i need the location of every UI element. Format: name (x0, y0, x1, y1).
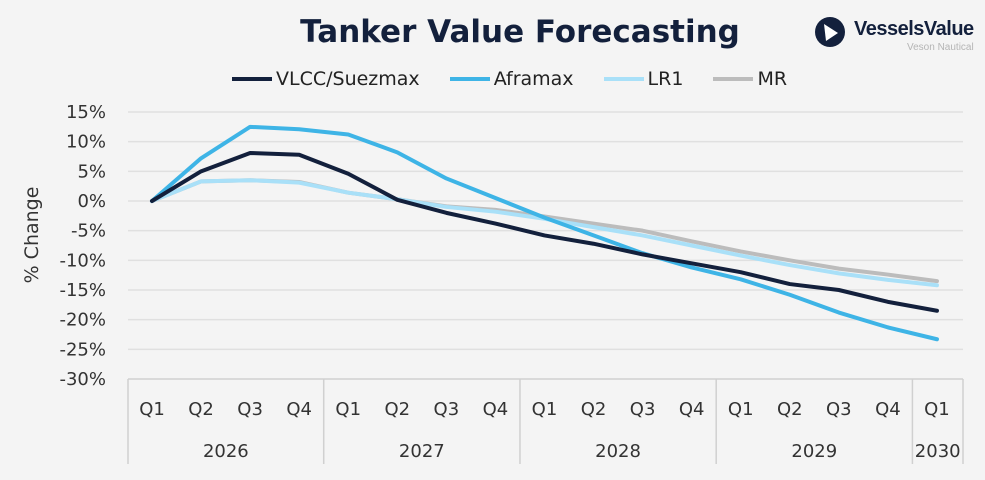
legend-item-lr1: LR1 (603, 68, 684, 90)
legend-label: MR (757, 68, 788, 90)
x-year-label: 2030 (915, 441, 961, 462)
legend-item-vlcc: VLCC/Suezmax (232, 68, 420, 90)
x-tick-label: Q2 (188, 399, 214, 420)
y-tick-label: 15% (66, 102, 106, 123)
legend-swatch (603, 77, 644, 81)
y-tick-label: 5% (77, 161, 106, 182)
series-line-vlcc-suezmax (150, 150, 939, 313)
logo-brand: VesselsValue (854, 18, 974, 40)
legend-item-aframax: Aframax (449, 68, 574, 90)
logo: VesselsValue Veson Nautical (814, 16, 974, 57)
legend-swatch (713, 77, 754, 81)
x-tick-label: Q4 (286, 399, 312, 420)
x-year-label: 2028 (595, 441, 641, 462)
y-tick-label: -30% (59, 369, 106, 390)
x-tick-label: Q1 (728, 399, 754, 420)
x-tick-label: Q3 (237, 399, 263, 420)
series-line-aframax (150, 124, 939, 342)
x-tick-label: Q1 (139, 399, 165, 420)
x-tick-label: Q3 (630, 399, 656, 420)
legend-label: LR1 (647, 68, 684, 90)
x-tick-label: Q4 (483, 399, 509, 420)
x-tick-label: Q4 (679, 399, 705, 420)
x-year-label: 2029 (791, 441, 837, 462)
x-tick-label: Q1 (335, 399, 361, 420)
y-tick-label: -10% (59, 250, 106, 271)
x-tick-label: Q2 (384, 399, 410, 420)
y-axis-label: % Change (21, 187, 43, 284)
series-line-lr1 (150, 178, 939, 288)
y-tick-label: -20% (59, 310, 106, 331)
legend: VLCC/Suezmax Aframax LR1 MR (232, 68, 787, 90)
x-tick-label: Q3 (826, 399, 852, 420)
y-tick-label: -25% (59, 339, 106, 360)
y-tick-label: 10% (66, 132, 106, 153)
x-year-label: 2027 (399, 441, 445, 462)
chart-title: Tanker Value Forecasting (300, 14, 740, 50)
y-tick-label: -15% (59, 280, 106, 301)
legend-label: Aframax (493, 68, 574, 90)
x-tick-label: Q1 (924, 399, 950, 420)
x-tick-label: Q4 (875, 399, 901, 420)
x-tick-label: Q2 (777, 399, 803, 420)
legend-swatch (232, 77, 272, 81)
x-year-label: 2026 (203, 441, 249, 462)
logo-subtitle: Veson Nautical (907, 42, 974, 53)
legend-swatch (449, 77, 490, 81)
x-tick-label: Q3 (434, 399, 460, 420)
y-tick-label: -5% (71, 221, 106, 242)
legend-label: VLCC/Suezmax (276, 68, 420, 90)
logo-icon (815, 17, 845, 47)
x-tick-label: Q1 (532, 399, 558, 420)
x-tick-label: Q2 (581, 399, 607, 420)
legend-item-mr: MR (713, 68, 787, 90)
y-tick-label: 0% (77, 191, 106, 212)
